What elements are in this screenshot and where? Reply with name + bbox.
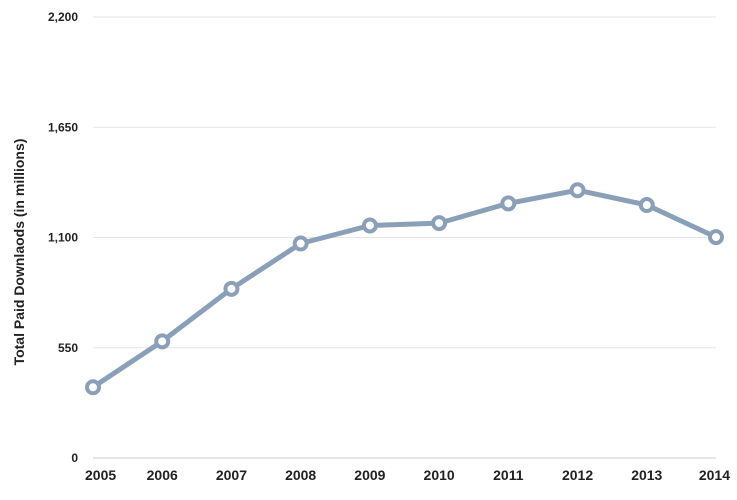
- y-tick-label: 550: [58, 341, 78, 355]
- data-point: [569, 182, 586, 199]
- y-axis: 0 550 1,100 1,650 2,200: [48, 10, 78, 465]
- y-tick-label: 1,650: [48, 120, 78, 134]
- x-tick-label: 2007: [216, 467, 247, 483]
- x-tick-label: 2011: [493, 467, 524, 483]
- y-tick-label: 2,200: [48, 10, 78, 24]
- x-tick-label: 2006: [147, 467, 178, 483]
- x-tick-label: 2010: [424, 467, 455, 483]
- data-point: [361, 217, 378, 234]
- data-point: [292, 235, 309, 252]
- x-tick-label: 2013: [631, 467, 662, 483]
- x-axis: 2005 2006 2007 2008 2009 2010 2011 2012 2013 2014: [85, 467, 730, 483]
- x-tick-label: 2009: [354, 467, 385, 483]
- data-point: [154, 333, 171, 350]
- data-point: [85, 379, 101, 396]
- series-layer: [85, 182, 724, 396]
- data-point: [638, 197, 655, 214]
- data-point: [708, 229, 724, 246]
- grid-layer: [93, 16, 716, 459]
- y-axis-title: Total Paid Downlaods (in millions): [11, 139, 27, 366]
- x-tick-label: 2012: [562, 467, 593, 483]
- x-tick-label: 2014: [699, 467, 730, 483]
- series-line: [90, 187, 719, 390]
- data-point: [223, 280, 240, 297]
- x-tick-label: 2008: [285, 467, 316, 483]
- data-point: [431, 215, 448, 232]
- y-tick-label: 1,100: [48, 231, 78, 245]
- x-tick-label: 2005: [85, 467, 116, 483]
- y-tick-label: 0: [71, 451, 78, 465]
- data-point: [500, 195, 517, 212]
